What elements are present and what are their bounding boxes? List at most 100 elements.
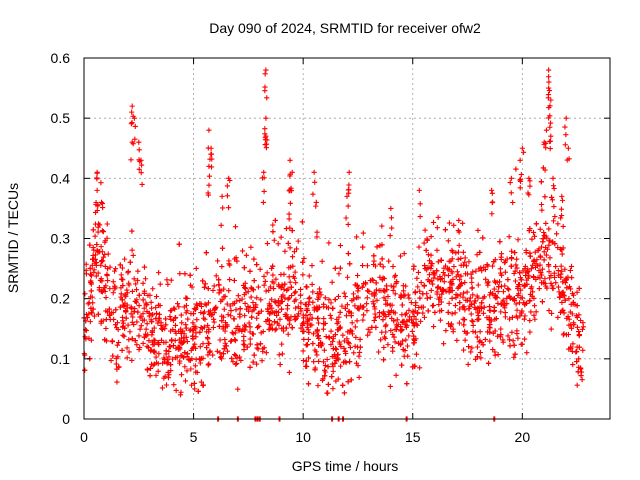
spike-point <box>546 67 552 73</box>
data-point <box>307 322 314 328</box>
spike-point <box>224 183 230 189</box>
data-point <box>352 303 358 309</box>
spike-point <box>128 121 134 127</box>
data-point <box>484 262 490 268</box>
data-point <box>457 306 463 312</box>
data-point <box>203 250 209 256</box>
data-point <box>457 299 463 306</box>
data-point <box>222 340 228 346</box>
data-point <box>519 295 525 301</box>
data-point <box>570 299 576 305</box>
data-point <box>306 329 312 335</box>
data-point <box>515 282 522 288</box>
data-point <box>508 254 515 261</box>
data-point <box>460 347 467 353</box>
y-tick-label: 0.4 <box>51 170 71 186</box>
data-point <box>227 276 233 283</box>
spike-point <box>551 203 557 210</box>
data-point <box>272 327 278 333</box>
data-point <box>380 317 386 323</box>
data-point <box>473 356 479 362</box>
data-point <box>360 317 366 323</box>
data-point <box>238 357 244 364</box>
data-point <box>404 381 410 387</box>
data-point <box>498 332 504 338</box>
data-point <box>228 313 234 319</box>
data-point <box>237 311 243 317</box>
data-point <box>129 247 135 253</box>
data-point <box>506 287 512 293</box>
data-point <box>188 366 194 372</box>
data-point <box>242 300 248 307</box>
data-point <box>254 324 261 331</box>
data-point <box>399 312 405 318</box>
data-point <box>464 289 470 295</box>
data-point <box>229 355 235 361</box>
data-point <box>224 348 231 354</box>
data-point <box>527 329 533 335</box>
data-point <box>271 285 277 292</box>
y-tick-label: 0.2 <box>51 291 71 307</box>
data-point <box>301 336 307 343</box>
data-point <box>332 296 338 303</box>
data-point <box>140 297 146 303</box>
data-point <box>522 282 528 288</box>
data-point <box>119 265 126 271</box>
data-point <box>243 252 250 258</box>
data-point <box>177 271 183 277</box>
data-point <box>576 344 582 350</box>
data-point <box>186 357 192 363</box>
data-point <box>387 383 393 390</box>
data-point <box>85 301 91 307</box>
data-point <box>480 235 486 241</box>
data-point <box>114 379 120 385</box>
spike-point <box>262 126 268 132</box>
data-point <box>509 314 516 321</box>
data-point <box>269 265 275 272</box>
spike-point <box>416 187 422 193</box>
spike-point <box>94 187 100 193</box>
data-point <box>345 339 351 346</box>
data-point <box>245 289 251 295</box>
data-point <box>498 309 504 315</box>
data-point <box>237 326 243 332</box>
data-point <box>325 381 331 388</box>
spike-point <box>138 170 144 176</box>
spike-point <box>343 215 349 221</box>
data-point <box>183 322 189 328</box>
data-point <box>420 304 426 310</box>
data-point <box>553 280 559 286</box>
data-point <box>271 319 278 325</box>
data-point <box>295 238 301 244</box>
data-point <box>415 269 422 276</box>
data-point <box>341 345 347 351</box>
spike-point <box>542 167 548 173</box>
data-point <box>545 261 552 268</box>
data-point <box>393 372 399 378</box>
data-point <box>388 283 394 289</box>
data-point <box>120 277 126 283</box>
data-point <box>292 290 298 296</box>
data-point <box>347 344 353 351</box>
data-point <box>461 317 468 323</box>
spike-point <box>550 183 557 189</box>
data-point <box>421 314 428 320</box>
data-point <box>207 348 213 354</box>
data-point <box>390 263 396 270</box>
data-point <box>466 259 472 265</box>
data-point <box>210 316 217 322</box>
data-point <box>163 382 170 388</box>
data-point <box>91 267 97 273</box>
data-point <box>555 314 561 321</box>
data-point <box>539 266 546 272</box>
data-point <box>316 358 322 365</box>
data-point <box>301 255 307 262</box>
data-point <box>104 235 110 241</box>
data-point <box>150 286 156 292</box>
spike-point <box>344 193 350 199</box>
data-point <box>226 288 232 294</box>
data-point <box>495 351 501 358</box>
data-point <box>449 256 455 262</box>
data-point <box>221 286 227 292</box>
data-point <box>178 335 185 341</box>
